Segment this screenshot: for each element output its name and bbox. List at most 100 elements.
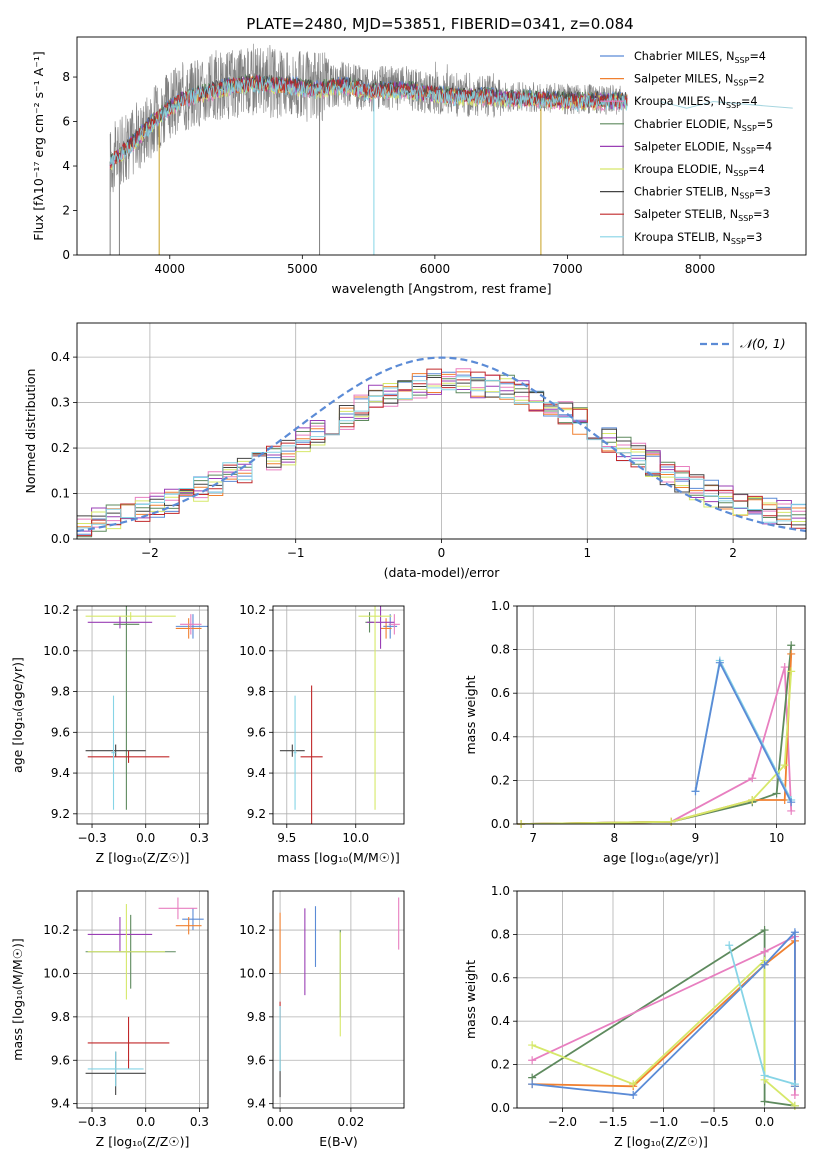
legend-label-salpeter_stelib: Salpeter STELIB, NSSP=3 [634,208,770,223]
y-tick-label: 9.2 [247,807,266,821]
x-tick-label: 0.3 [190,831,209,845]
weight-line-kroupa_elodie [521,671,793,824]
weight-marker-kroupa_miles [748,774,757,783]
y-tick-label: 10.0 [239,644,266,658]
y-tick-label: 0.8 [491,643,510,657]
x-tick-label: 9.5 [277,831,296,845]
weight-line-chabrier_elodie [521,645,793,824]
weight-marker-kroupa_elodie [780,761,789,770]
y-axis-label: age [log₁₀(age/yr)] [10,657,25,773]
y-tick-label: 4 [62,159,70,173]
age-vs-metallicity-panel: −0.3 0.0 0.3 9.2 9.4 9.6 9.8 10.0 10.2 Z [log₁₀(Z… [10,603,209,865]
x-tick-label: 7000 [552,262,583,276]
x-tick-label: 0.02 [338,1115,365,1129]
x-tick-label: 8000 [685,262,716,276]
x-tick-label: 7 [529,831,537,845]
x-axis-label: Z [log₁₀(Z/Z☉)] [614,1134,708,1149]
y-tick-label: 0.1 [51,487,70,501]
legend-label-chabrier_miles: Chabrier MILES, NSSP=4 [634,50,766,65]
weight-vs-metallicity-panel: −2.0 −1.5 −1.0 −0.5 0.0 0.0 0.2 0.4 0.6 0.8 1.0 Z [… [463,884,806,1149]
weight-marker-salpeter_miles [787,649,796,658]
y-tick-label: 9.6 [51,725,70,739]
weight-marker-kroupa_elodie [667,817,676,826]
x-tick-label: 0.0 [136,831,155,845]
y-axis-label: mass [log₁₀(M/M☉)] [10,938,25,1060]
weight-marker-kroupa_stelib [725,941,734,950]
y-axis-label: Flux [fλ10⁻¹⁷ erg cm⁻² s⁻¹ A⁻¹] [31,51,46,240]
y-tick-label: 9.4 [51,766,70,780]
x-tick-label: 0 [438,546,446,560]
x-axis-label: Z [log₁₀(Z/Z☉)] [96,1134,190,1149]
y-tick-label: 0.2 [51,441,70,455]
y-tick-label: 0 [62,248,70,262]
weight-marker-chabrier_miles [715,658,724,667]
y-tick-label: 9.4 [247,1097,266,1111]
x-tick-label: −1.5 [598,1115,627,1129]
x-axis-label: wavelength [Angstrom, rest frame] [331,281,551,296]
y-tick-label: 10.2 [239,603,266,617]
weight-marker-kroupa_stelib [760,1071,769,1080]
histogram-kroupa_stelib [77,376,806,529]
x-tick-label: 4000 [155,262,186,276]
y-tick-label: 6 [62,115,70,129]
weight-marker-chabrier_elodie [772,789,781,798]
observed-spectrum [109,43,621,193]
mass-vs-extinction-panel: 0.00 0.02 9.4 9.6 9.8 10.0 10.2 E(B-V) [239,890,405,1149]
x-tick-label: 9 [692,831,700,845]
legend-label-chabrier_elodie: Chabrier ELODIE, NSSP=5 [634,118,773,133]
axes-frame [272,890,405,1109]
y-tick-label: 2 [62,204,70,218]
x-tick-label: −1 [287,546,305,560]
y-tick-label: 0.6 [491,686,510,700]
figure-title: PLATE=2480, MJD=53851, FIBERID=0341, z=0… [246,15,633,33]
y-tick-label: 9.2 [51,807,70,821]
y-tick-label: 9.4 [247,766,266,780]
axes-frame [76,36,807,256]
weight-marker-kroupa_elodie [629,1080,638,1089]
x-axis-label: E(B-V) [319,1134,358,1149]
x-tick-label: 0.0 [136,1115,155,1129]
y-tick-label: 0.0 [51,532,70,546]
x-tick-label: 10 [769,831,784,845]
legend-label-salpeter_miles: Salpeter MILES, NSSP=2 [634,73,765,88]
weight-vs-age-panel: 7 8 9 10 0.0 0.2 0.4 0.6 0.8 1.0 age [log₁₀(age/yr… [463,599,806,865]
y-axis-label: mass weight [463,675,478,754]
x-tick-label: −0.3 [77,831,106,845]
weight-marker-kroupa_elodie [528,1041,537,1050]
mass-vs-metallicity-panel: −0.3 0.0 0.3 9.4 9.6 9.8 10.0 10.2 Z [log₁₀(Z/Z☉… [10,890,209,1149]
x-axis-label: mass [log₁₀(M/M☉)] [277,850,399,865]
weight-marker-kroupa_miles [528,1056,537,1065]
y-tick-label: 9.6 [247,725,266,739]
y-tick-label: 0.2 [491,773,510,787]
legend-label-normal: 𝒩(0, 1) [740,336,786,351]
legend-label-chabrier_stelib: Chabrier STELIB, NSSP=3 [634,186,771,201]
y-tick-label: 0.8 [491,927,510,941]
x-axis-label: (data-model)/error [384,565,501,580]
y-tick-label: 0.4 [491,730,510,744]
x-tick-label: −0.3 [77,1115,106,1129]
weight-marker-chabrier_miles [760,960,769,969]
weight-marker-chabrier_miles [691,787,700,796]
x-tick-label: −1.0 [649,1115,678,1129]
x-axis-label: age [log₁₀(age/yr)] [603,850,719,865]
axes-frame [76,890,209,1109]
weight-marker-chabrier_elodie [760,926,769,935]
weight-marker-chabrier_elodie [760,1097,769,1106]
x-tick-label: −2 [141,546,159,560]
normal-distribution-curve [77,356,806,533]
axes-frame [76,322,807,540]
y-tick-label: 0.4 [491,1014,510,1028]
weight-line-salpeter_miles [521,653,793,824]
y-tick-label: 10.0 [43,966,70,980]
y-tick-label: 9.8 [247,1010,266,1024]
model-tail [660,101,793,109]
y-tick-label: 0.0 [491,817,510,831]
weight-marker-kroupa_miles [787,806,796,815]
x-tick-label: 0.00 [267,1115,294,1129]
y-tick-label: 9.8 [51,685,70,699]
legend-label-kroupa_stelib: Kroupa STELIB, NSSP=3 [634,231,762,246]
x-tick-label: 10.0 [342,831,369,845]
weight-marker-chabrier_miles [629,1090,638,1099]
weight-marker-kroupa_elodie [787,667,796,676]
